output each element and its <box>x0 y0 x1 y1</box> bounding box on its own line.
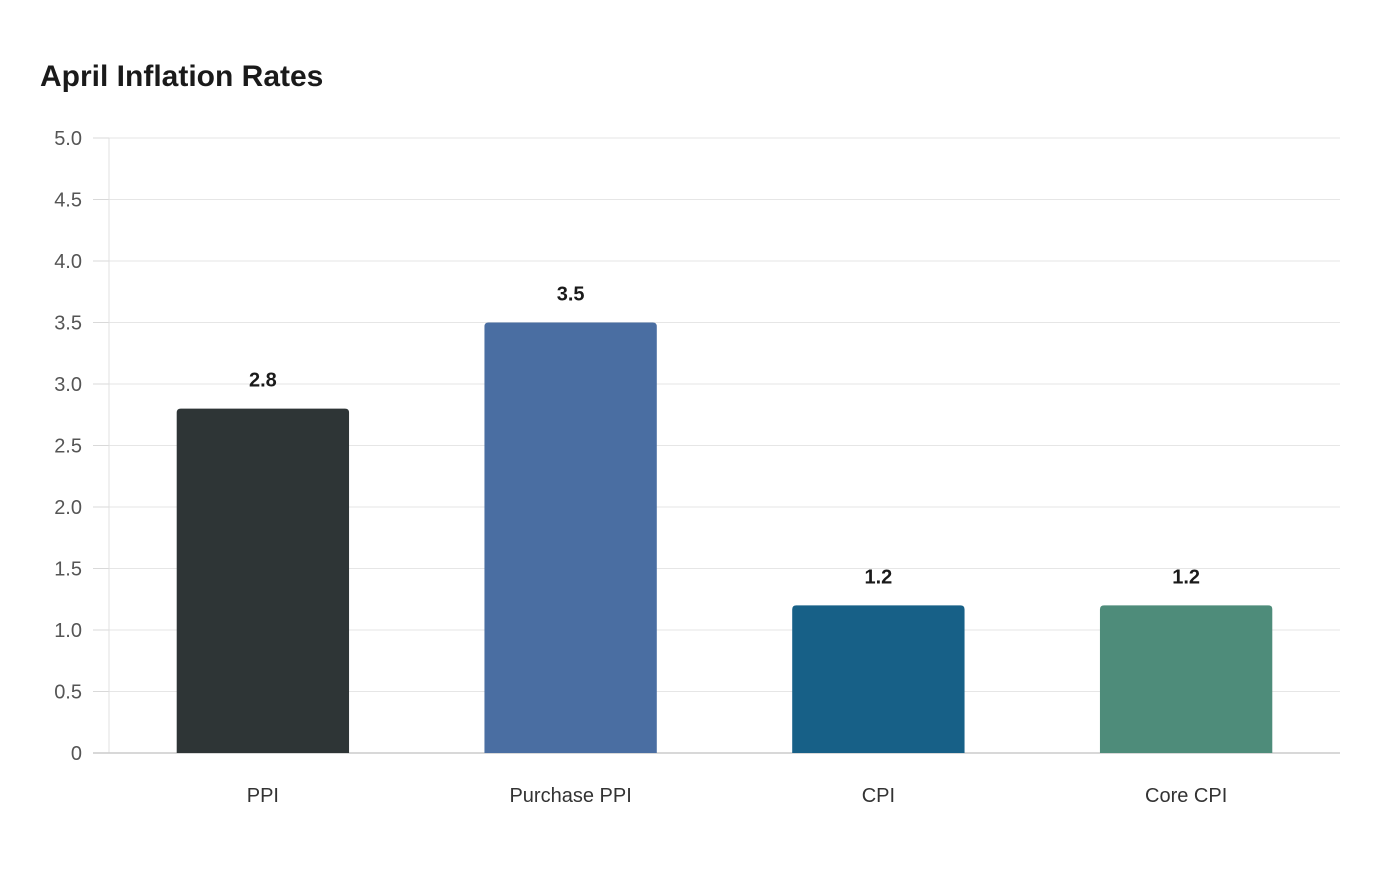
x-tick-label: CPI <box>862 785 895 807</box>
chart-title: April Inflation Rates <box>40 60 324 93</box>
labels: 2.8 PPI 3.5 Purchase PPI 1.2 CPI 1.2 Core CPI <box>247 284 1228 808</box>
y-tick-label: 3.0 <box>54 374 82 396</box>
bar-core-cpi <box>1099 605 1273 753</box>
data-label: 1.2 <box>1172 566 1200 588</box>
y-tick-label: 4.5 <box>54 190 82 212</box>
bars <box>176 322 1273 753</box>
x-tick-label: PPI <box>247 785 279 807</box>
y-tick-label: 3.5 <box>54 313 82 335</box>
y-tick-label: 2.5 <box>54 436 82 458</box>
y-tick-label: 0 <box>71 743 82 765</box>
x-tick-label: Purchase PPI <box>509 785 631 807</box>
y-tick-label: 1.5 <box>54 559 82 581</box>
data-label: 2.8 <box>249 370 277 392</box>
bar-purchase-ppi <box>484 322 657 753</box>
y-tick-label: 4.0 <box>54 251 82 273</box>
y-tick-label: 1.0 <box>54 620 82 642</box>
y-tick-label: 5.0 <box>54 128 82 150</box>
data-label: 3.5 <box>557 284 585 306</box>
bar-cpi <box>792 605 965 753</box>
y-tick-label: 2.0 <box>54 497 82 519</box>
data-label: 1.2 <box>864 566 892 588</box>
x-tick-label: Core CPI <box>1145 785 1227 807</box>
y-tick-label: 0.5 <box>54 682 82 704</box>
bar-ppi <box>176 408 350 753</box>
